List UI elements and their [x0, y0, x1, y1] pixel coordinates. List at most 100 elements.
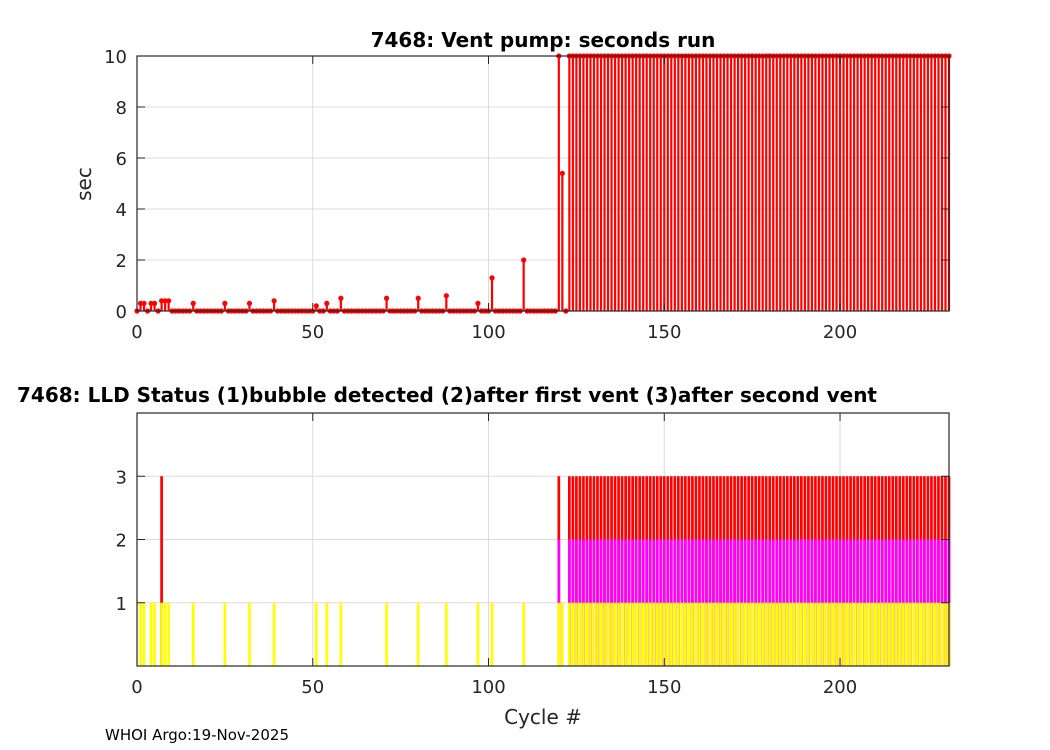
status-bar — [912, 602, 916, 666]
status-bar — [743, 602, 747, 666]
status-bar — [757, 602, 761, 666]
status-bar — [736, 602, 740, 666]
status-bar — [849, 602, 852, 666]
status-bar — [891, 602, 895, 666]
status-bar — [796, 602, 800, 666]
status-bar — [223, 602, 227, 666]
status-bar — [589, 602, 592, 666]
status-bar — [810, 602, 814, 666]
status-bar — [163, 602, 167, 666]
status-bar — [926, 602, 930, 666]
status-bar — [775, 602, 779, 666]
status-bar — [923, 602, 926, 666]
stem-marker — [489, 275, 495, 281]
status-bar — [248, 602, 251, 666]
status-bar — [800, 602, 803, 666]
status-bar — [603, 602, 606, 666]
status-bar — [750, 602, 754, 666]
status-bar — [905, 602, 909, 666]
status-bar — [684, 602, 687, 666]
stem-marker — [166, 298, 172, 304]
status-bar — [673, 602, 677, 666]
status-bar — [571, 602, 575, 666]
status-bar — [856, 602, 859, 666]
lld-status-xlabel: Cycle # — [504, 705, 582, 729]
status-bar — [761, 602, 765, 666]
stem-marker — [383, 295, 390, 301]
status-bar — [575, 602, 578, 666]
x-tick-label: 150 — [647, 322, 681, 343]
status-bar — [708, 602, 712, 666]
y-tick-label: 3 — [116, 467, 127, 488]
status-bar — [807, 602, 810, 666]
status-bar — [627, 602, 631, 666]
status-bar — [160, 476, 163, 666]
status-bar — [940, 602, 944, 666]
status-bar — [933, 602, 937, 666]
status-bar — [919, 602, 923, 666]
status-bar — [680, 602, 684, 666]
y-tick-label: 10 — [104, 47, 127, 68]
stem-marker — [151, 300, 158, 306]
status-bar — [676, 602, 680, 666]
stem-marker — [338, 295, 344, 301]
status-bar — [838, 602, 842, 666]
status-bar — [610, 602, 613, 666]
status-bar — [705, 602, 708, 666]
status-bar — [859, 602, 863, 666]
status-bar — [560, 602, 564, 666]
status-bar — [880, 602, 884, 666]
status-bar — [719, 602, 722, 666]
y-tick-label: 2 — [116, 531, 127, 552]
status-bar — [863, 602, 866, 666]
stem-marker — [324, 300, 330, 306]
x-tick-label: 200 — [823, 322, 857, 343]
stem-marker — [443, 293, 449, 299]
status-bar — [726, 602, 729, 666]
lld-status-axes: 0 50 100 150 200 1 2 3 — [116, 412, 951, 698]
status-bar — [701, 602, 705, 666]
status-bar — [894, 602, 898, 666]
y-tick-label: 2 — [116, 251, 127, 272]
status-bar — [789, 602, 793, 666]
status-bar — [785, 602, 789, 666]
status-bar — [641, 602, 645, 666]
vent-pump-title: 7468: Vent pump: seconds run — [371, 28, 716, 52]
stem-marker — [141, 300, 147, 306]
status-bar — [160, 602, 163, 666]
status-bar — [613, 602, 617, 666]
status-bar — [314, 602, 318, 666]
x-tick-label: 100 — [471, 677, 505, 698]
status-bar — [624, 602, 627, 666]
stem-series — [134, 53, 952, 314]
status-bar — [385, 602, 388, 666]
status-bar — [842, 602, 845, 666]
status-bar — [803, 602, 807, 666]
status-bar — [620, 602, 624, 666]
stem-marker — [521, 257, 527, 263]
status-bar — [490, 602, 494, 666]
status-bar — [747, 602, 750, 666]
status-bar — [557, 602, 561, 666]
stem-marker — [190, 300, 196, 306]
status-bar — [645, 602, 649, 666]
status-bar — [944, 602, 947, 666]
status-bar — [631, 602, 634, 666]
status-bar — [691, 602, 694, 666]
status-bar — [764, 602, 768, 666]
status-bar — [930, 602, 933, 666]
status-bar — [617, 602, 620, 666]
status-bar — [778, 602, 782, 666]
x-tick-label: 50 — [301, 677, 324, 698]
status-bar — [712, 602, 715, 666]
status-bar — [740, 602, 743, 666]
status-bar — [599, 602, 603, 666]
stem-marker — [271, 298, 277, 304]
lld-status-title: 7468: LLD Status (1)bubble detected (2)a… — [17, 383, 877, 407]
status-bar — [139, 602, 142, 666]
status-bar — [828, 602, 831, 666]
status-bar — [652, 602, 656, 666]
status-bar — [655, 602, 659, 666]
status-bar — [638, 602, 642, 666]
